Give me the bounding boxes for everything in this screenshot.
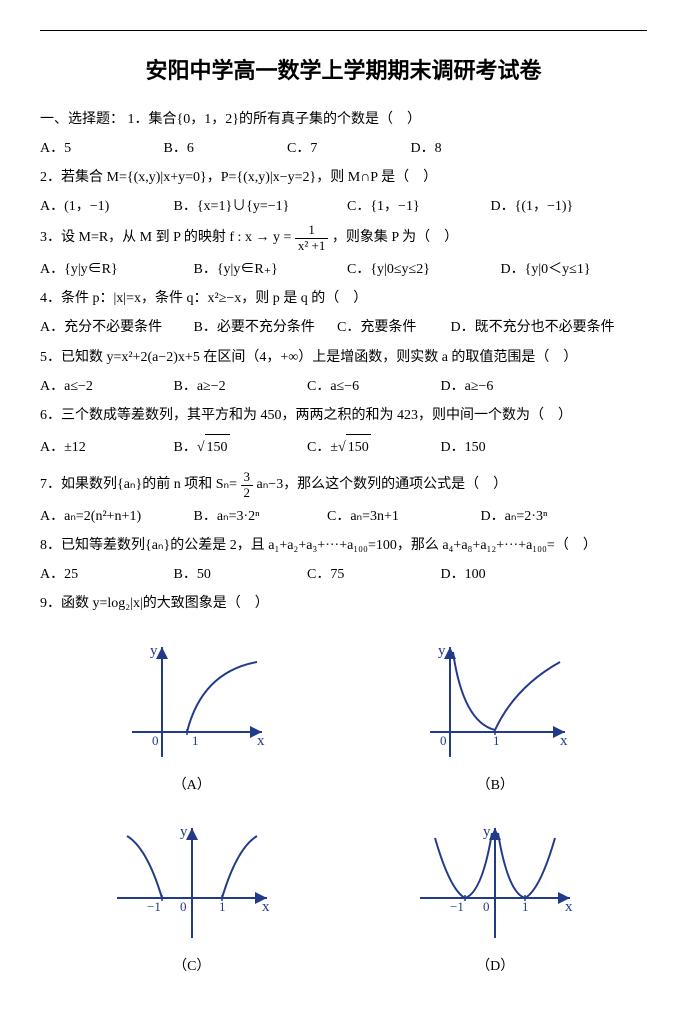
question-6: 6．三个数成等差数列，其平方和为 450，两两之积的和为 423，则中间一个数为… [40, 403, 647, 428]
question-2: 2．若集合 M={(x,y)|x+y=0}，P={(x,y)|x−y=2}，则 … [40, 165, 647, 190]
horizontal-rule [40, 30, 647, 31]
q8-optB: B．50 [174, 562, 304, 587]
q2-optD: D．{(1，−1)} [491, 194, 574, 219]
q5-optD: D．a≥−6 [441, 374, 494, 399]
q3-fraction: 1 x² +1 [295, 223, 328, 253]
q5-optA: A．a≤−2 [40, 374, 170, 399]
graph-A-svg: 0 1 x y [112, 637, 272, 767]
svg-text:0: 0 [483, 899, 490, 914]
q1-text: 1．集合{0，1，2}的所有真子集的个数是（ ） [128, 112, 421, 127]
q4-options: A．充分不必要条件 B．必要不充分条件 C．充要条件 D．既不充分也不必要条件 [40, 315, 647, 340]
q6-optC: C．±150 [307, 434, 437, 460]
q1-optB: B．6 [164, 136, 284, 161]
graphs-row-2: 0 −1 1 x y （C） 0 −1 1 x y [40, 818, 647, 979]
q1-optD: D．8 [411, 136, 531, 161]
svg-text:x: x [262, 899, 270, 915]
graph-B-label: （B） [415, 773, 575, 798]
q7-fraction: 3 2 [241, 470, 254, 500]
q2-optB: B．{x=1}∪{y=−1} [174, 194, 344, 219]
graph-C-svg: 0 −1 1 x y [107, 818, 277, 948]
graph-C: 0 −1 1 x y （C） [107, 818, 277, 979]
q1-options: A．5 B．6 C．7 D．8 [40, 136, 647, 161]
q5-optC: C．a≤−6 [307, 374, 437, 399]
graph-C-label: （C） [107, 954, 277, 979]
svg-text:0: 0 [180, 899, 187, 914]
graph-A: 0 1 x y （A） [112, 637, 272, 798]
q3-post: ，则象集 P 为（ ） [332, 230, 458, 245]
svg-text:1: 1 [219, 899, 226, 914]
q6-optA: A．±12 [40, 435, 170, 460]
svg-text:x: x [565, 899, 573, 915]
q3-options: A．{y|y∈R} B．{y|y∈R₊} C．{y|0≤y≤2} D．{y|0＜… [40, 257, 647, 282]
q8-options: A．25 B．50 C．75 D．100 [40, 562, 647, 587]
question-4: 4．条件 p：|x|=x，条件 q：x²≥−x，则 p 是 q 的（ ） [40, 286, 647, 311]
svg-text:−1: −1 [147, 899, 161, 914]
graph-B-svg: 0 1 x y [415, 637, 575, 767]
q6-optD: D．150 [441, 435, 486, 460]
graph-D: 0 −1 1 x y （D） [410, 818, 580, 979]
svg-text:x: x [257, 733, 265, 749]
question-3: 3．设 M=R，从 M 到 P 的映射 f : x → y = 1 x² +1 … [40, 223, 647, 253]
q7-mid: aₙ−3，那么这个数列的通项公式是（ ） [257, 477, 508, 492]
q8-optA: A．25 [40, 562, 170, 587]
q1-optC: C．7 [287, 136, 407, 161]
svg-text:y: y [483, 824, 491, 840]
q4-optB: B．必要不充分条件 [194, 315, 334, 340]
q7-num: 3 [241, 470, 254, 485]
q1-optA: A．5 [40, 136, 160, 161]
q7-den: 2 [241, 486, 254, 500]
q6-options: A．±12 B．150 C．±150 D．150 [40, 434, 647, 460]
graph-D-svg: 0 −1 1 x y [410, 818, 580, 948]
q2-optA: A．(1，−1) [40, 194, 170, 219]
q3-num: 1 [295, 223, 328, 238]
svg-text:y: y [150, 643, 158, 659]
q4-optA: A．充分不必要条件 [40, 315, 190, 340]
q7-optC: C．aₙ=3n+1 [327, 504, 477, 529]
q3-optB: B．{y|y∈R₊} [194, 257, 344, 282]
svg-text:1: 1 [522, 899, 529, 914]
q6-optB: B．150 [174, 434, 304, 460]
sqrt-icon: 150 [197, 434, 230, 460]
q7-optA: A．aₙ=2(n²+n+1) [40, 504, 190, 529]
q2-options: A．(1，−1) B．{x=1}∪{y=−1} C．{1，−1} D．{(1，−… [40, 194, 647, 219]
section-label: 一、选择题： [40, 112, 124, 127]
q3-optC: C．{y|0≤y≤2} [347, 257, 497, 282]
question-5: 5．已知数 y=x²+2(a−2)x+5 在区间（4，+∞）上是增函数，则实数 … [40, 345, 647, 370]
question-9: 9．函数 y=log₂|x|的大致图象是（ ） [40, 591, 647, 616]
q2-optC: C．{1，−1} [347, 194, 487, 219]
q4-optC: C．充要条件 [337, 315, 447, 340]
svg-text:x: x [560, 733, 568, 749]
q3-optA: A．{y|y∈R} [40, 257, 190, 282]
graph-A-label: （A） [112, 773, 272, 798]
q7-optD: D．aₙ=2·3ⁿ [481, 504, 548, 529]
question-7: 7．如果数列{aₙ}的前 n 项和 Sₙ= 3 2 aₙ−3，那么这个数列的通项… [40, 470, 647, 500]
q3-pre: 3．设 M=R，从 M 到 P 的映射 f : x → y = [40, 230, 291, 245]
q8-optD: D．100 [441, 562, 486, 587]
svg-text:−1: −1 [450, 899, 464, 914]
page-title: 安阳中学高一数学上学期期末调研考试卷 [40, 51, 647, 91]
svg-text:y: y [180, 824, 188, 840]
question-1: 一、选择题： 1．集合{0，1，2}的所有真子集的个数是（ ） [40, 107, 647, 132]
q5-options: A．a≤−2 B．a≥−2 C．a≤−6 D．a≥−6 [40, 374, 647, 399]
q7-optB: B．aₙ=3·2ⁿ [194, 504, 324, 529]
graph-D-label: （D） [410, 954, 580, 979]
question-8: 8．已知等差数列{aₙ}的公差是 2，且 a₁+a₂+a₃+···+a₁₀₀=1… [40, 533, 647, 558]
sqrt-icon: 150 [338, 434, 371, 460]
q7-pre: 7．如果数列{aₙ}的前 n 项和 Sₙ= [40, 477, 237, 492]
graph-B: 0 1 x y （B） [415, 637, 575, 798]
q3-optD: D．{y|0＜y≤1} [501, 257, 591, 282]
q4-optD: D．既不充分也不必要条件 [451, 315, 615, 340]
svg-text:y: y [438, 643, 446, 659]
q5-optB: B．a≥−2 [174, 374, 304, 399]
q3-den: x² +1 [295, 239, 328, 253]
q7-options: A．aₙ=2(n²+n+1) B．aₙ=3·2ⁿ C．aₙ=3n+1 D．aₙ=… [40, 504, 647, 529]
svg-text:1: 1 [192, 733, 199, 748]
svg-text:0: 0 [440, 733, 447, 748]
graphs-row-1: 0 1 x y （A） 0 1 x y （B） [40, 637, 647, 798]
svg-text:1: 1 [493, 733, 500, 748]
svg-text:0: 0 [152, 733, 159, 748]
q8-optC: C．75 [307, 562, 437, 587]
